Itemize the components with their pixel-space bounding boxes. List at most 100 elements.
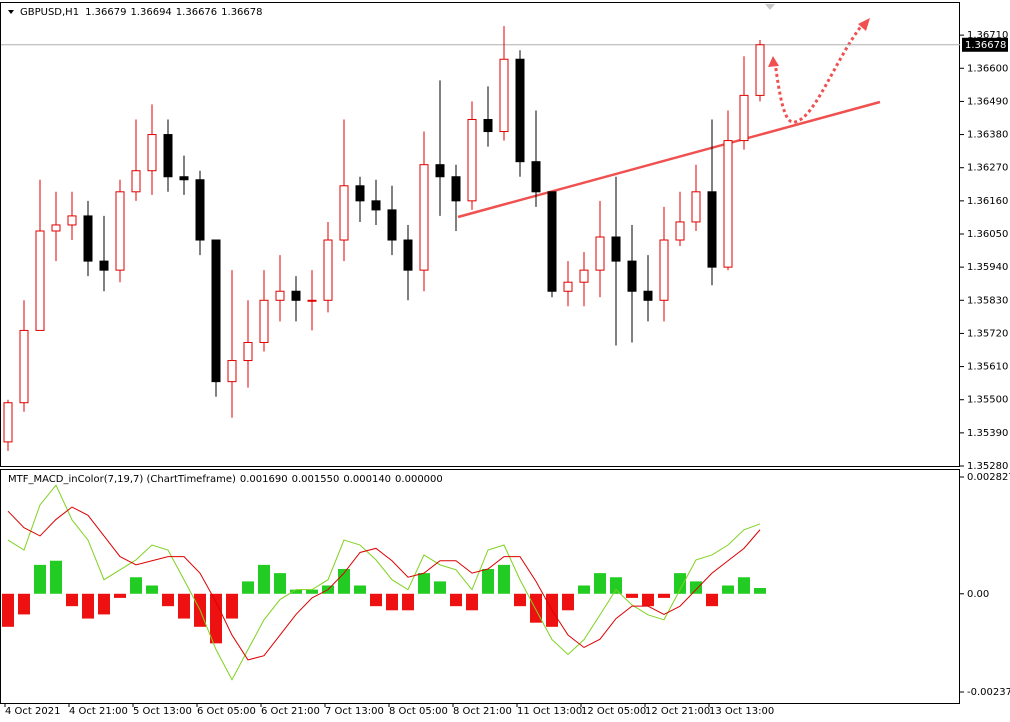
candle-body [579, 269, 589, 283]
y-tick-label: 1.36380 [967, 130, 1008, 141]
x-tick-label: 12 Oct 21:00 [645, 706, 710, 717]
x-tick-label: 6 Oct 05:00 [197, 706, 256, 717]
histogram-bar [98, 593, 110, 615]
shift-marker[interactable] [765, 4, 775, 10]
x-tick-label: 4 Oct 21:00 [69, 706, 128, 717]
candle-body [35, 230, 45, 331]
histogram-bar [450, 593, 462, 607]
y-tick-label: 1.36050 [967, 229, 1008, 240]
candle-body [131, 170, 141, 193]
x-tick-label: 8 Oct 21:00 [453, 706, 512, 717]
histogram-bar [610, 577, 622, 594]
histogram-bar [130, 577, 142, 594]
histogram-bar [754, 587, 766, 594]
x-tick-label: 12 Oct 05:00 [581, 706, 646, 717]
y-tick-label: 1.36490 [967, 96, 1008, 107]
candle-body [627, 260, 637, 292]
histogram-bar [162, 593, 174, 607]
candle-body [723, 140, 733, 268]
forecast-arrow [773, 24, 864, 124]
macd-line [7, 506, 761, 661]
x-tick-label: 11 Oct 13:00 [517, 706, 582, 717]
candle-body [499, 58, 509, 133]
candle-body [291, 290, 301, 301]
candle-body [643, 290, 653, 301]
candle-body [147, 134, 157, 172]
y-tick-label: 1.35610 [967, 362, 1008, 373]
candle-body [691, 191, 701, 223]
candle-body [323, 239, 333, 301]
arrow-head [858, 18, 870, 31]
x-tick-label: 5 Oct 13:00 [133, 706, 192, 717]
macd-pane [0, 469, 960, 704]
y-tick-label: 1.35280 [967, 461, 1008, 472]
histogram-bar [482, 568, 494, 594]
candle-body [243, 341, 253, 362]
histogram-bar [402, 593, 414, 611]
header-low: 1.36676 [176, 7, 217, 18]
histogram-bar [386, 593, 398, 611]
y-tick-label: 1.36710 [967, 30, 1008, 41]
candle-body [339, 185, 349, 241]
candle-body [67, 215, 77, 226]
last-price-label: 1.36678 [965, 40, 1006, 51]
x-tick-label: 4 Oct 2021 [5, 706, 60, 717]
candle-body [755, 44, 765, 96]
histogram-bar [418, 573, 430, 594]
histogram-bar [178, 593, 190, 619]
histogram-bar [434, 581, 446, 594]
candle-body [51, 224, 61, 232]
candle-body [259, 299, 269, 343]
header-value: 0.000140 [343, 474, 391, 485]
histogram-bar [34, 564, 46, 594]
y-tick-label: 1.35830 [967, 295, 1008, 306]
header-high: 1.36694 [130, 7, 171, 18]
histogram-bar [370, 593, 382, 607]
candle-body [611, 236, 621, 262]
candle-body [371, 200, 381, 211]
last-price-box [962, 37, 1008, 52]
y-tick-label: 1.35720 [967, 328, 1008, 339]
candle-body [115, 191, 125, 271]
candle-body [387, 209, 397, 241]
candle-body [467, 118, 477, 202]
histogram-bar [498, 564, 510, 594]
menu-triangle[interactable] [8, 10, 14, 14]
candle-body [595, 236, 605, 271]
arrow-tail [768, 56, 779, 67]
trend-line [457, 100, 881, 219]
price-pane [0, 2, 960, 467]
candle-body [227, 360, 237, 383]
histogram-bar [626, 593, 638, 598]
histogram-bar [562, 593, 574, 611]
candle-body [483, 118, 493, 133]
candle-body [659, 239, 669, 301]
histogram-bar [466, 593, 478, 611]
x-tick-label: 13 Oct 13:00 [709, 706, 774, 717]
histogram-bar [658, 593, 670, 598]
macd-line [7, 484, 761, 681]
histogram-bar [706, 593, 718, 607]
histogram-bar [578, 585, 590, 594]
candle-body [83, 215, 93, 262]
candle-body [3, 402, 13, 443]
histogram-bar [50, 560, 62, 594]
histogram-bar [18, 593, 30, 615]
symbol: GBPUSD,H1 [20, 7, 79, 18]
candle-body [563, 281, 573, 292]
y-tick-label: 1.36600 [967, 63, 1008, 74]
candle-body [547, 191, 557, 292]
x-tick-label: 6 Oct 21:00 [261, 706, 320, 717]
histogram-bar [338, 568, 350, 594]
y-tick-label: 0.002827 [967, 472, 1010, 483]
candle-body [307, 299, 317, 302]
price-header: GBPUSD,H1 1.36679 1.36694 1.36676 1.36678 [20, 7, 263, 18]
histogram-bar [306, 589, 318, 594]
macd-header: MTF_MACD_inColor(7,19,7) (ChartTimeframe… [8, 474, 443, 485]
header-close: 1.36678 [221, 7, 262, 18]
histogram-bar [2, 593, 14, 627]
histogram-bar [146, 585, 158, 594]
header-value: 0.001550 [292, 474, 340, 485]
x-tick-label: 7 Oct 13:00 [325, 706, 384, 717]
